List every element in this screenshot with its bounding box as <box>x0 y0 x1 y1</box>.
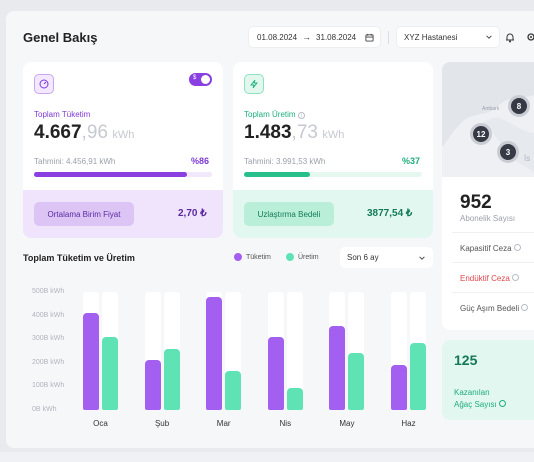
gauge-icon <box>39 79 49 89</box>
consumption-value: 4.667,96 kWh <box>34 122 134 144</box>
consumption-value-decimal: ,96 <box>81 122 108 143</box>
hospital-map[interactable]: Ambarlı İs <box>442 62 534 177</box>
consumption-value-main: 4.667 <box>34 122 82 143</box>
header-divider <box>388 31 389 44</box>
map-cluster-marker[interactable]: 3 <box>497 141 519 163</box>
production-value-main: 1.483 <box>244 122 292 143</box>
consumption-unit: kWh <box>112 129 135 141</box>
legend-label-production: Üretim <box>298 253 319 261</box>
info-icon <box>521 304 529 311</box>
lightning-icon-box <box>244 74 264 94</box>
page-title: Genel Bakış <box>23 30 98 45</box>
hospital-select-value: XYZ Hastanesi <box>404 32 458 42</box>
production-unit: kWh <box>322 129 345 141</box>
gear-icon[interactable] <box>526 32 534 42</box>
trees-count: 125 <box>454 352 478 368</box>
production-progress-fill <box>244 172 310 177</box>
period-select[interactable]: Son 6 ay <box>340 247 433 268</box>
period-select-value: Son 6 ay <box>347 253 379 262</box>
trees-panel <box>442 340 534 420</box>
map-label-ambarli: Ambarlı <box>482 106 500 112</box>
consumption-progress-track <box>34 172 212 177</box>
production-progress-track <box>244 172 422 177</box>
gauge-icon-box <box>34 74 54 94</box>
legend-label-consumption: Tüketim <box>246 253 271 261</box>
consumption-progress-fill <box>34 172 188 177</box>
info-icon <box>512 274 520 281</box>
production-label: Toplam Üretim i <box>244 110 305 119</box>
map-cluster-marker[interactable]: 12 <box>470 123 492 145</box>
power-excess-fee-label: Güç Aşım Bedeli <box>460 304 520 313</box>
currency-toggle-label: $ <box>193 75 197 81</box>
production-label-text: Toplam Üretim <box>244 110 296 119</box>
hospital-select[interactable]: XYZ Hastanesi <box>396 26 500 48</box>
capacitive-penalty-item[interactable]: Kapasitif Ceza <box>460 244 521 253</box>
bell-icon[interactable] <box>505 32 515 43</box>
currency-toggle[interactable]: $ <box>189 73 212 86</box>
lightning-icon <box>250 79 258 89</box>
legend-production: Üretim <box>286 253 319 261</box>
trees-label-text: Ağaç Sayısı <box>454 400 497 409</box>
settlement-fee-value: 3877,54 ₺ <box>367 208 413 219</box>
date-end: 31.08.2024 <box>316 32 357 42</box>
legend-swatch-consumption <box>234 253 242 261</box>
info-icon[interactable]: i <box>297 112 305 119</box>
inductive-penalty-label: Endüktif Ceza <box>460 274 510 283</box>
map-cluster-marker[interactable]: 8 <box>508 95 530 117</box>
side-divider <box>452 232 534 233</box>
capacitive-penalty-label: Kapasitif Ceza <box>460 244 512 253</box>
settlement-fee-button[interactable]: Uzlaştırma Bedeli <box>244 202 334 226</box>
info-icon <box>498 400 506 407</box>
chevron-down-icon <box>419 255 425 260</box>
power-excess-fee-item[interactable]: Güç Aşım Bedeli <box>460 304 529 313</box>
production-estimate: Tahmini: 3.991,53 kWh <box>244 157 326 166</box>
legend-swatch-production <box>286 253 294 261</box>
trees-label-line2: Ağaç Sayısı <box>454 400 506 409</box>
production-value: 1.483,73 kWh <box>244 122 344 144</box>
arrow-right-icon: → <box>302 32 312 42</box>
map-coastline <box>442 62 534 173</box>
subscription-label: Abonelik Sayısı <box>460 214 516 223</box>
consumption-label: Toplam Tüketim <box>34 110 91 119</box>
side-divider <box>452 262 534 263</box>
bottom-strip <box>0 452 534 462</box>
side-divider <box>452 292 534 293</box>
inductive-penalty-item[interactable]: Endüktif Ceza <box>460 274 520 283</box>
consumption-percent: %86 <box>191 156 210 166</box>
map-label-istanbul: İs <box>524 154 531 163</box>
production-value-decimal: ,73 <box>291 122 318 143</box>
chevron-down-icon <box>486 35 492 39</box>
trees-label-line1: Kazanılan <box>454 388 490 397</box>
production-percent: %37 <box>402 156 421 166</box>
subscription-count: 952 <box>460 192 492 213</box>
toggle-knob <box>201 75 210 84</box>
average-unit-price-button[interactable]: Ortalama Birim Fiyat <box>34 202 134 226</box>
chart-title: Toplam Tüketim ve Üretim <box>23 253 135 263</box>
calendar-icon <box>365 33 374 42</box>
info-icon <box>513 244 521 251</box>
date-range-picker[interactable]: 01.08.2024 → 31.08.2024 <box>248 26 381 48</box>
consumption-estimate: Tahmini: 4.456,91 kWh <box>34 157 116 166</box>
average-unit-price-value: 2,70 ₺ <box>178 208 207 219</box>
date-start: 01.08.2024 <box>257 32 298 42</box>
legend-consumption: Tüketim <box>234 253 271 261</box>
